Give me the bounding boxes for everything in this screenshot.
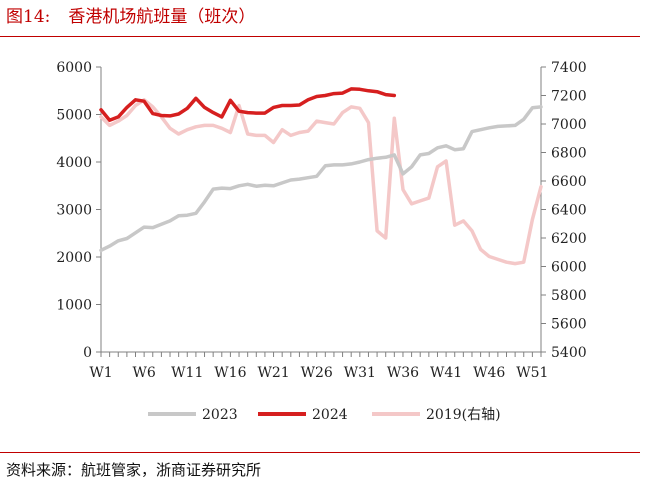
x-axis-tick-label: W51 (516, 365, 548, 381)
x-axis-tick-label: W31 (344, 365, 376, 381)
bottom-rule (0, 452, 640, 453)
x-axis-tick-label: W41 (430, 365, 462, 381)
right-axis-tick-label: 7200 (551, 89, 587, 105)
axes: 0 1000 2000 3000 4000 5000 6000 5400 5600 5800 600… (56, 60, 586, 381)
left-axis-tick-label: 4000 (56, 155, 92, 171)
right-axis-tick-label: 7400 (551, 60, 587, 76)
right-axis-tick-label: 6600 (551, 174, 587, 190)
x-axis-tick-label: W36 (387, 365, 419, 381)
legend-label: 2024 (312, 407, 348, 423)
right-axis-tick-label: 6000 (551, 260, 587, 276)
left-axis-tick-label: 2000 (56, 250, 92, 266)
x-axis-tick-label: W46 (473, 365, 505, 381)
left-axis-tick-label: 1000 (56, 298, 92, 314)
x-axis-tick-label: W6 (132, 365, 155, 381)
top-rule (0, 36, 640, 37)
right-axis-tick-label: 6800 (551, 146, 587, 162)
x-axis-tick-label: W1 (89, 365, 112, 381)
right-axis-tick-label: 5800 (551, 288, 587, 304)
right-axis-tick-label: 6200 (551, 231, 587, 247)
figure-number: 图14: (6, 7, 51, 27)
source-note: 资料来源：航班管家，浙商证券研究所 (6, 461, 262, 479)
right-axis-tick-label: 5600 (551, 317, 587, 333)
legend-label: 2019(右轴) (426, 407, 501, 423)
series-lines (99, 87, 543, 266)
series-line-2019 (99, 98, 543, 266)
left-axis-tick-label: 5000 (56, 108, 92, 124)
x-axis-tick-label: W26 (301, 365, 333, 381)
left-axis-tick-label: 6000 (56, 60, 92, 76)
figure-title: 图14: 香港机场航班量（班次） (6, 4, 255, 30)
x-axis-tick-label: W16 (214, 365, 246, 381)
figure-title-text: 香港机场航班量（班次） (68, 7, 256, 27)
right-axis-tick-label: 7000 (551, 117, 587, 133)
x-axis-tick-label: W21 (257, 365, 289, 381)
right-axis-tick-label: 5400 (551, 345, 587, 361)
series-line-2024 (99, 87, 397, 122)
legend: 2023 2024 2019(右轴) (148, 407, 501, 423)
legend-label: 2023 (202, 407, 238, 423)
left-axis-tick-label: 0 (83, 345, 92, 361)
right-axis-tick-label: 6400 (551, 203, 587, 219)
series-line-2023 (99, 105, 543, 253)
left-axis-tick-label: 3000 (56, 203, 92, 219)
x-axis-tick-label: W11 (171, 365, 203, 381)
